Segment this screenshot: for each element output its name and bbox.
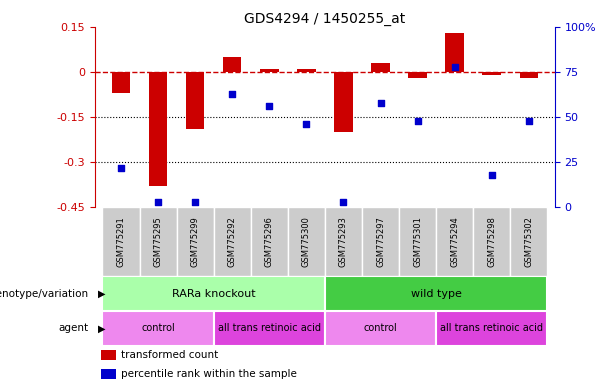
Text: ▶: ▶ [98, 323, 105, 333]
Text: all trans retinoic acid: all trans retinoic acid [440, 323, 543, 333]
Point [338, 199, 348, 205]
Bar [288, 207, 325, 276]
Text: GSM775294: GSM775294 [450, 217, 459, 267]
Bar [177, 207, 214, 276]
Text: GSM775301: GSM775301 [413, 217, 422, 267]
Bar [334, 72, 352, 132]
Bar [371, 63, 390, 72]
Bar [102, 311, 214, 346]
Bar [102, 207, 140, 276]
Point [487, 172, 497, 178]
Title: GDS4294 / 1450255_at: GDS4294 / 1450255_at [244, 12, 406, 26]
Bar [510, 207, 547, 276]
Bar [149, 72, 167, 186]
Point [450, 63, 460, 70]
Text: GSM775292: GSM775292 [227, 217, 237, 267]
Bar [297, 69, 316, 72]
Bar [482, 72, 501, 75]
Bar [325, 207, 362, 276]
Bar [260, 69, 278, 72]
Bar [408, 72, 427, 78]
Bar [436, 311, 547, 346]
Text: GSM775299: GSM775299 [191, 217, 200, 267]
Point [302, 121, 311, 127]
Bar [325, 311, 436, 346]
Bar [251, 207, 288, 276]
Bar [325, 276, 547, 311]
Text: transformed count: transformed count [121, 350, 218, 360]
Bar [362, 207, 399, 276]
Text: GSM775291: GSM775291 [116, 217, 126, 267]
Text: GSM775300: GSM775300 [302, 217, 311, 267]
Text: GSM775297: GSM775297 [376, 217, 385, 267]
Text: control: control [141, 323, 175, 333]
Bar [214, 311, 325, 346]
Bar [140, 207, 177, 276]
Text: GSM775298: GSM775298 [487, 217, 497, 267]
Text: all trans retinoic acid: all trans retinoic acid [218, 323, 321, 333]
Bar [399, 207, 436, 276]
Bar [473, 207, 510, 276]
Text: GSM775295: GSM775295 [153, 217, 162, 267]
Bar [214, 207, 251, 276]
Point [116, 165, 126, 171]
Point [190, 199, 200, 205]
Text: GSM775293: GSM775293 [339, 217, 348, 267]
Text: genotype/variation: genotype/variation [0, 289, 89, 299]
Text: wild type: wild type [411, 289, 462, 299]
Text: RARa knockout: RARa knockout [172, 289, 256, 299]
Text: GSM775296: GSM775296 [265, 217, 274, 267]
Point [413, 118, 422, 124]
Text: GSM775302: GSM775302 [524, 217, 533, 267]
Bar [446, 33, 464, 72]
Bar [223, 57, 242, 72]
Bar [520, 72, 538, 78]
Text: percentile rank within the sample: percentile rank within the sample [121, 369, 297, 379]
Point [524, 118, 534, 124]
Text: agent: agent [59, 323, 89, 333]
Point [227, 91, 237, 97]
Bar [112, 72, 130, 93]
Bar [186, 72, 204, 129]
Point [264, 103, 274, 109]
Bar [102, 276, 325, 311]
Bar [436, 207, 473, 276]
Text: ▶: ▶ [98, 289, 105, 299]
Point [376, 99, 386, 106]
Text: control: control [364, 323, 397, 333]
Point [153, 199, 163, 205]
